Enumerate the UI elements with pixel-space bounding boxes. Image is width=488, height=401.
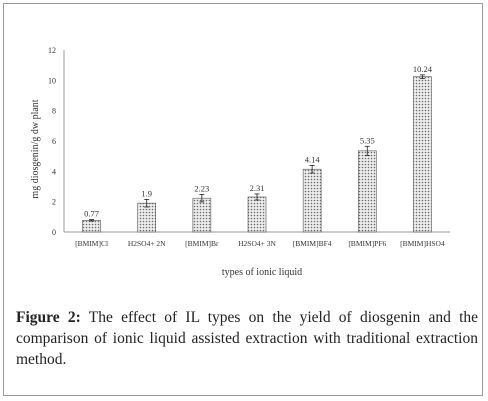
bar-chart: 0 2 4 6 8 10 12 [BMIM]Cl H2SO4+ 2N [BMIM]Br H2SO4… — [30, 46, 450, 278]
x-tick-label: [BMIM]HSO4 — [400, 239, 445, 248]
x-tick-label: H2SO4+ 2N — [128, 239, 166, 248]
y-tick-label: 6 — [52, 137, 56, 146]
y-tick-label: 12 — [48, 46, 56, 55]
x-tick-label: [BMIM]BF4 — [293, 239, 332, 248]
data-label: 4.14 — [305, 154, 321, 164]
y-axis-label: mg diosgenin/g dw plant — [30, 99, 41, 198]
data-label: 2.23 — [194, 183, 209, 193]
bar — [413, 76, 432, 233]
figure-frame: 0 2 4 6 8 10 12 [BMIM]Cl H2SO4+ 2N [BMIM]Br H2SO4… — [3, 3, 483, 396]
bar — [247, 196, 267, 233]
x-tick-label: [BMIM]Cl — [75, 239, 108, 248]
data-label: 2.31 — [250, 183, 265, 193]
y-tick-label: 10 — [48, 76, 56, 85]
y-tick-label: 8 — [52, 107, 56, 116]
bar — [137, 202, 157, 233]
bar — [357, 150, 377, 233]
bar — [82, 220, 101, 233]
x-tick-label: H2SO4+ 3N — [238, 239, 276, 248]
x-tick-label: [BMIM]PF6 — [348, 239, 386, 248]
y-tick-label: 4 — [52, 167, 56, 176]
bar — [302, 168, 322, 233]
y-axis: 0 2 4 6 8 10 12 — [48, 46, 65, 237]
caption-text: The effect of IL types on the yield of d… — [16, 309, 478, 368]
data-label: 5.35 — [360, 135, 375, 145]
bar — [192, 197, 212, 233]
x-axis: [BMIM]Cl H2SO4+ 2N [BMIM]Br H2SO4+ 3N [BMIM]… — [64, 231, 450, 248]
x-tick-label: [BMIM]Br — [185, 239, 219, 248]
x-axis-label: types of ionic liquid — [222, 267, 302, 278]
data-label: 1.9 — [141, 188, 152, 198]
bars-group: 0.77 1.9 2.23 2.31 4.14 5.35 10.24 — [82, 64, 433, 233]
figure-caption: Figure 2: The effect of IL types on the … — [16, 307, 478, 370]
data-label: 10.24 — [413, 64, 433, 74]
y-tick-label: 2 — [52, 198, 56, 207]
caption-label: Figure 2: — [16, 309, 81, 326]
y-tick-label: 0 — [52, 228, 56, 237]
data-label: 0.77 — [84, 209, 99, 219]
